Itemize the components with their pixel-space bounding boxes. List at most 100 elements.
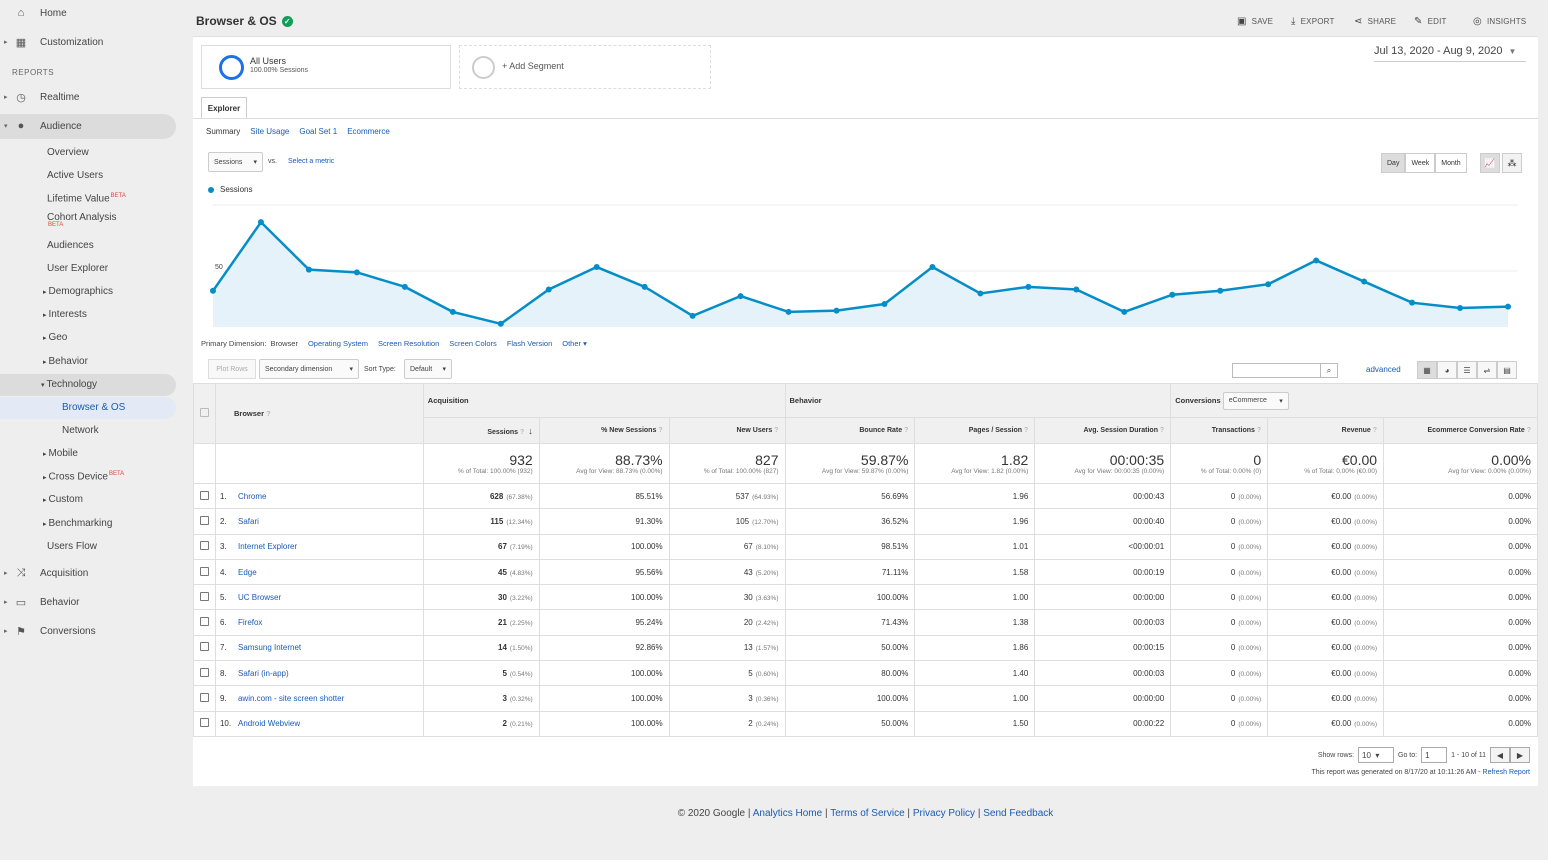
next-page-button[interactable]: ▶ [1510, 747, 1530, 763]
browser-link[interactable]: Internet Explorer [237, 542, 298, 552]
data-point[interactable] [1025, 283, 1032, 290]
edit-button[interactable]: ✎ EDIT [1414, 16, 1447, 27]
browser-link[interactable]: Samsung Internet [237, 643, 302, 653]
row-checkbox[interactable] [199, 541, 209, 551]
data-point[interactable] [305, 266, 312, 273]
col-new-sessions[interactable]: % New Sessions ? [538, 417, 670, 444]
sidebar-item-behavior-sub[interactable]: ▸ Behavior [43, 356, 88, 367]
sidebar-item-cohort-analysis[interactable]: Cohort Analysis [47, 212, 117, 223]
data-point[interactable] [737, 293, 744, 300]
data-point[interactable] [977, 290, 984, 297]
sort-type-select[interactable]: Default [404, 359, 452, 379]
data-point[interactable] [1505, 303, 1511, 310]
col-transactions[interactable]: Transactions ? [1170, 417, 1269, 444]
data-point[interactable] [833, 307, 840, 314]
row-checkbox[interactable] [199, 490, 209, 500]
data-point[interactable] [593, 264, 600, 271]
table-search-input[interactable]: ⌕ [1232, 363, 1338, 378]
sidebar-item-cross-device[interactable]: ▸ Cross DeviceBETA [43, 471, 125, 483]
sidebar-item-overview[interactable]: Overview [47, 147, 89, 158]
footer-analytics-home-link[interactable]: Analytics Home [752, 808, 823, 819]
col-sessions[interactable]: Sessions ? ↓ [422, 417, 540, 444]
data-point[interactable] [401, 283, 408, 290]
col-new-users[interactable]: New Users ? [668, 417, 786, 444]
tab-explorer[interactable]: Explorer [201, 97, 247, 119]
browser-link[interactable]: Edge [237, 567, 257, 577]
dim-browser[interactable]: Browser [270, 339, 298, 348]
pivot-view-button[interactable]: ▤ [1497, 361, 1517, 379]
plot-rows-button[interactable]: Plot Rows [208, 359, 256, 379]
data-point[interactable] [545, 286, 552, 293]
data-point[interactable] [497, 320, 504, 327]
subtab-summary[interactable]: Summary [206, 127, 241, 136]
data-point[interactable] [689, 312, 696, 319]
pie-view-button[interactable]: ◕ [1437, 361, 1457, 379]
col-pages-session[interactable]: Pages / Session ? [914, 417, 1036, 444]
data-point[interactable] [1409, 299, 1416, 306]
prev-page-button[interactable]: ◀ [1490, 747, 1510, 763]
browser-link[interactable]: Android Webview [237, 719, 301, 729]
save-button[interactable]: ▣ SAVE [1237, 16, 1274, 27]
data-point[interactable] [257, 219, 264, 226]
sidebar-item-audience[interactable]: ▾ ● Audience [4, 120, 82, 132]
row-checkbox[interactable] [199, 718, 209, 728]
col-bounce-rate[interactable]: Bounce Rate ? [784, 417, 916, 444]
dim-other[interactable]: Other ▾ [562, 339, 587, 348]
data-point[interactable] [641, 283, 648, 290]
browser-link[interactable]: Chrome [237, 491, 267, 501]
row-checkbox[interactable] [199, 642, 209, 652]
dim-screen-resolution[interactable]: Screen Resolution [377, 339, 440, 348]
data-point[interactable] [1073, 286, 1080, 293]
comparison-view-button[interactable]: ⇌ [1477, 361, 1497, 379]
select-all-checkbox[interactable] [199, 408, 209, 417]
sidebar-item-audiences[interactable]: Audiences [47, 240, 94, 251]
subtab-ecommerce[interactable]: Ecommerce [347, 127, 390, 136]
sidebar-item-home[interactable]: ⌂ Home [6, 1, 67, 25]
data-point[interactable] [353, 269, 360, 276]
add-segment-button[interactable]: + Add Segment [459, 45, 711, 89]
sidebar-item-interests[interactable]: ▸ Interests [43, 309, 87, 320]
sidebar-item-user-explorer[interactable]: User Explorer [47, 263, 109, 274]
data-point[interactable] [1265, 281, 1272, 288]
data-point[interactable] [1169, 291, 1176, 298]
browser-link[interactable]: Safari [237, 516, 259, 526]
sidebar-item-conversions[interactable]: ▸ ⚑ Conversions [4, 625, 96, 638]
dim-screen-colors[interactable]: Screen Colors [449, 339, 497, 348]
sidebar-item-demographics[interactable]: ▸ Demographics [43, 286, 113, 297]
share-button[interactable]: ⋖ SHARE [1354, 16, 1397, 27]
advanced-filter-link[interactable]: advanced [1366, 365, 1401, 374]
data-point[interactable] [881, 301, 888, 307]
refresh-report-link[interactable]: Refresh Report [1482, 769, 1530, 776]
browser-link[interactable]: Safari (in-app) [237, 668, 289, 678]
sidebar-item-browser-os[interactable]: Browser & OS [62, 402, 126, 413]
day-button[interactable]: Day [1381, 153, 1406, 173]
performance-view-button[interactable]: ☰ [1457, 361, 1477, 379]
sidebar-item-realtime[interactable]: ▸ ◷ Realtime [4, 91, 80, 104]
month-button[interactable]: Month [1435, 153, 1467, 173]
sidebar-item-lifetime-value[interactable]: Lifetime ValueBETA [47, 193, 126, 205]
browser-link[interactable]: awin.com - site screen shotter [237, 694, 345, 704]
data-point[interactable] [1121, 308, 1128, 315]
footer-feedback-link[interactable]: Send Feedback [983, 808, 1054, 819]
sidebar-item-acquisition[interactable]: ▸ ⤨ Acquisition [4, 566, 89, 579]
sidebar-item-technology[interactable]: ▾ Technology [41, 379, 98, 390]
data-point[interactable] [785, 308, 792, 315]
subtab-site-usage[interactable]: Site Usage [250, 127, 290, 136]
search-icon[interactable]: ⌕ [1320, 364, 1337, 377]
dim-flash-version[interactable]: Flash Version [506, 339, 553, 348]
row-checkbox[interactable] [199, 591, 209, 601]
insights-button[interactable]: ◎ INSIGHTS [1473, 16, 1527, 27]
data-point[interactable] [449, 308, 456, 315]
sidebar-item-mobile[interactable]: ▸ Mobile [43, 448, 78, 459]
table-view-button[interactable]: ▦ [1417, 361, 1437, 379]
data-point[interactable] [1217, 287, 1224, 294]
show-rows-select[interactable]: 10 ▾ [1358, 747, 1395, 763]
sidebar-item-benchmarking[interactable]: ▸ Benchmarking [43, 518, 113, 529]
sidebar-item-network[interactable]: Network [62, 425, 99, 436]
browser-link[interactable]: Firefox [237, 618, 263, 628]
week-button[interactable]: Week [1405, 153, 1436, 173]
select-metric-link[interactable]: Select a metric [288, 158, 335, 165]
sidebar-item-behavior[interactable]: ▸ ▭ Behavior [4, 596, 80, 609]
col-avg-session-duration[interactable]: Avg. Session Duration ? [1034, 417, 1172, 444]
data-point[interactable] [1457, 304, 1464, 311]
